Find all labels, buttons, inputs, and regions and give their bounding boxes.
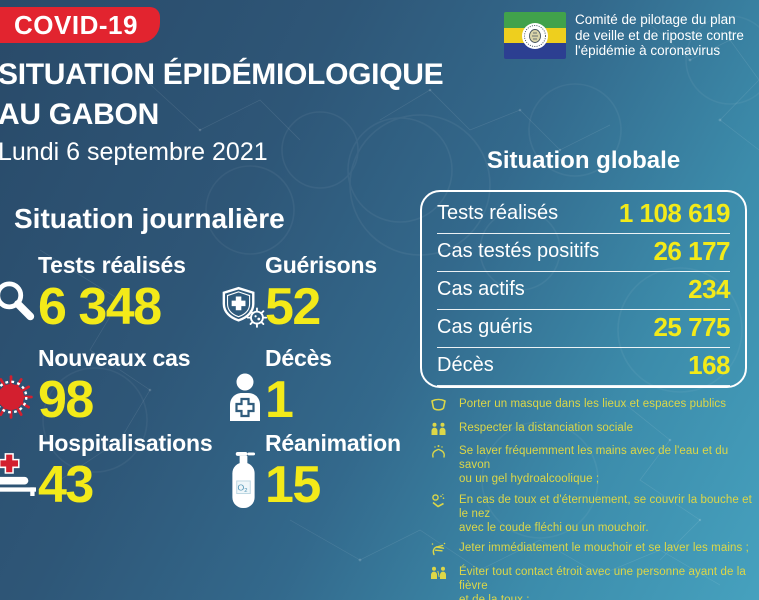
table-row: Tests réalisés 1 108 619 (437, 196, 731, 234)
page-title-line2: AU GABON (0, 97, 159, 131)
stat-nouveaux-cas: Nouveaux cas 98 (38, 345, 191, 429)
report-date: Lundi 6 septembre 2021 (0, 138, 268, 167)
row-label: Tests réalisés (437, 202, 559, 224)
virus-icon (0, 375, 33, 419)
list-item: Éviter tout contact étroit avec une pers… (430, 565, 756, 600)
stat-tests-realises: Tests réalisés 6 348 (38, 252, 186, 336)
list-item: Porter un masque dans les lieux et espac… (430, 397, 756, 414)
stat-value: 1 (265, 371, 294, 429)
oxygen-tank-icon: O2 (232, 451, 256, 509)
stat-hospitalisations: Hospitalisations 43 (38, 430, 213, 514)
guideline-text: Porter un masque dans les lieux et espac… (459, 398, 727, 410)
stat-label: Décès (265, 345, 332, 371)
row-value: 25 775 (653, 312, 730, 342)
row-value: 26 177 (653, 236, 730, 266)
guideline-text: Se laver fréquemment les mains avec de l… (459, 445, 729, 486)
mask-icon (431, 398, 446, 411)
row-value: 168 (688, 350, 730, 380)
flag-stripe-blue (504, 43, 566, 59)
stat-value: 6 348 (38, 278, 162, 336)
table-row: Cas actifs 234 (437, 272, 730, 310)
cough-elbow-icon (432, 493, 445, 507)
stat-reanimation: Réanimation 15 (265, 430, 401, 514)
social-distance-icon (431, 422, 446, 435)
hospital-bed-icon (0, 453, 37, 496)
stat-label: Nouveaux cas (38, 345, 191, 371)
row-label: Cas guéris (437, 316, 533, 338)
svg-text:O2: O2 (238, 483, 248, 494)
table-row: Décès 168 (437, 348, 730, 386)
gabon-flag-logo (504, 12, 566, 59)
global-section-heading: Situation globale (486, 147, 681, 174)
stat-label: Guérisons (265, 252, 377, 278)
guideline-text: Jeter immédiatement le mouchoir et se la… (459, 542, 749, 555)
shield-cross-virus-icon (222, 286, 268, 328)
hand-wash-icon (432, 445, 445, 458)
guideline-text: Éviter tout contact étroit avec une pers… (459, 565, 746, 600)
table-row: Cas testés positifs 26 177 (437, 234, 730, 272)
covid19-banner: COVID-19 (0, 7, 160, 43)
row-label: Cas testés positifs (437, 240, 600, 262)
stat-deces-journalier: Décès 1 (265, 345, 332, 429)
gabon-seal-icon (522, 22, 548, 49)
stat-guerisons: Guérisons 52 (265, 252, 377, 336)
committee-caption: Comité de pilotage du plan de veille et … (575, 12, 744, 59)
table-row: Cas guéris 25 775 (437, 310, 730, 348)
stat-value: 98 (38, 371, 94, 429)
list-item: Jeter immédiatement le mouchoir et se la… (430, 541, 756, 558)
covid19-banner-label: COVID-19 (14, 9, 138, 40)
stat-value: 15 (265, 456, 321, 514)
guideline-text: Respecter la distanciation sociale (459, 421, 634, 434)
daily-section-heading: Situation journalière (14, 203, 285, 234)
row-value: 1 108 619 (618, 198, 731, 228)
guidelines-list: Porter un masque dans les lieux et espac… (430, 397, 756, 600)
magnifier-icon (0, 281, 35, 321)
stat-label: Réanimation (265, 430, 401, 456)
list-item: Se laver fréquemment les mains avec de l… (430, 444, 756, 486)
guideline-text: En cas de toux et d'éternuement, se couv… (459, 493, 752, 534)
row-label: Décès (437, 354, 494, 376)
avoid-contact-icon (431, 566, 446, 579)
row-label: Cas actifs (437, 278, 525, 300)
flag-stripe-green (504, 12, 566, 28)
global-stats-panel: Tests réalisés 1 108 619 Cas testés posi… (420, 190, 747, 388)
page-title-block: SITUATION ÉPIDÉMIOLOGIQUE AU GABON Lundi… (0, 55, 444, 167)
throw-tissue-icon (431, 542, 446, 556)
page-title-line1: SITUATION ÉPIDÉMIOLOGIQUE (0, 58, 444, 91)
list-item: Respecter la distanciation sociale (430, 421, 756, 438)
stat-label: Hospitalisations (38, 430, 213, 456)
list-item: En cas de toux et d'éternuement, se couv… (430, 493, 756, 535)
row-value: 234 (688, 274, 730, 304)
committee-logo-block: Comité de pilotage du plan de veille et … (504, 12, 744, 59)
person-cross-icon (230, 373, 260, 421)
stat-value: 52 (265, 278, 321, 336)
stat-label: Tests réalisés (38, 252, 186, 278)
stat-value: 43 (38, 456, 94, 514)
